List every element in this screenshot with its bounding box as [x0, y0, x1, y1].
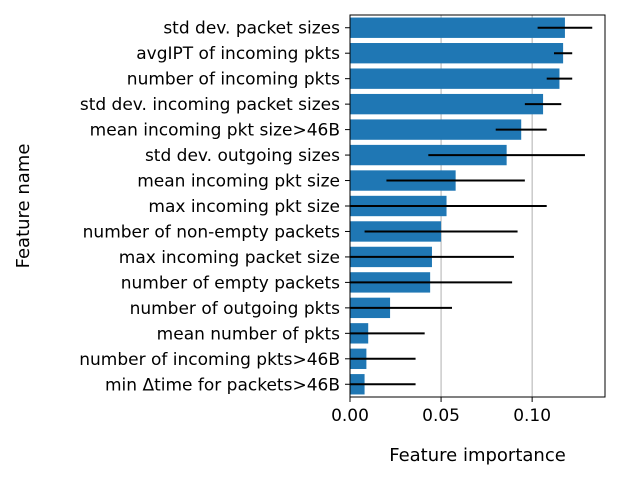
y-tick-label: number of incoming pkts>46B	[79, 350, 340, 370]
bar	[350, 119, 522, 140]
x-tick-label: 0.00	[331, 406, 369, 426]
y-tick-label: std dev. outgoing sizes	[145, 146, 340, 166]
error-bars	[350, 26, 593, 386]
x-axis-title: Feature importance	[389, 445, 566, 466]
x-ticks: 0.00 0.05 0.10	[331, 397, 551, 426]
bar	[350, 68, 560, 89]
x-tick-label: 0.05	[422, 406, 460, 426]
bar	[350, 144, 507, 166]
y-tick-label: std dev. incoming packet sizes	[80, 95, 340, 115]
y-tick-label: mean incoming pkt size>46B	[90, 121, 340, 141]
y-tick-label: number of incoming pkts	[127, 70, 340, 90]
y-tick-label: number of empty packets	[121, 273, 340, 293]
y-tick-label: min Δtime for packets>46B	[105, 375, 340, 395]
bar	[350, 17, 565, 38]
y-tick-label: max incoming packet size	[119, 248, 340, 268]
y-tick-label: mean number of pkts	[157, 324, 340, 344]
y-tick-label: std dev. packet sizes	[163, 19, 340, 39]
y-tick-labels: std dev. packet sizes avgIPT of incoming …	[79, 19, 350, 395]
y-axis-title: Feature name	[13, 144, 34, 269]
bar	[350, 43, 564, 64]
y-tick-label: max incoming pkt size	[148, 197, 340, 217]
x-tick-label: 0.10	[513, 406, 551, 426]
plot-frame	[349, 14, 606, 398]
y-tick-label: mean incoming pkt size	[137, 172, 340, 192]
y-tick-label: number of outgoing pkts	[130, 299, 341, 319]
bar	[350, 93, 544, 115]
y-tick-label: avgIPT of incoming pkts	[136, 44, 340, 64]
y-tick-label: number of non-empty packets	[83, 222, 340, 242]
